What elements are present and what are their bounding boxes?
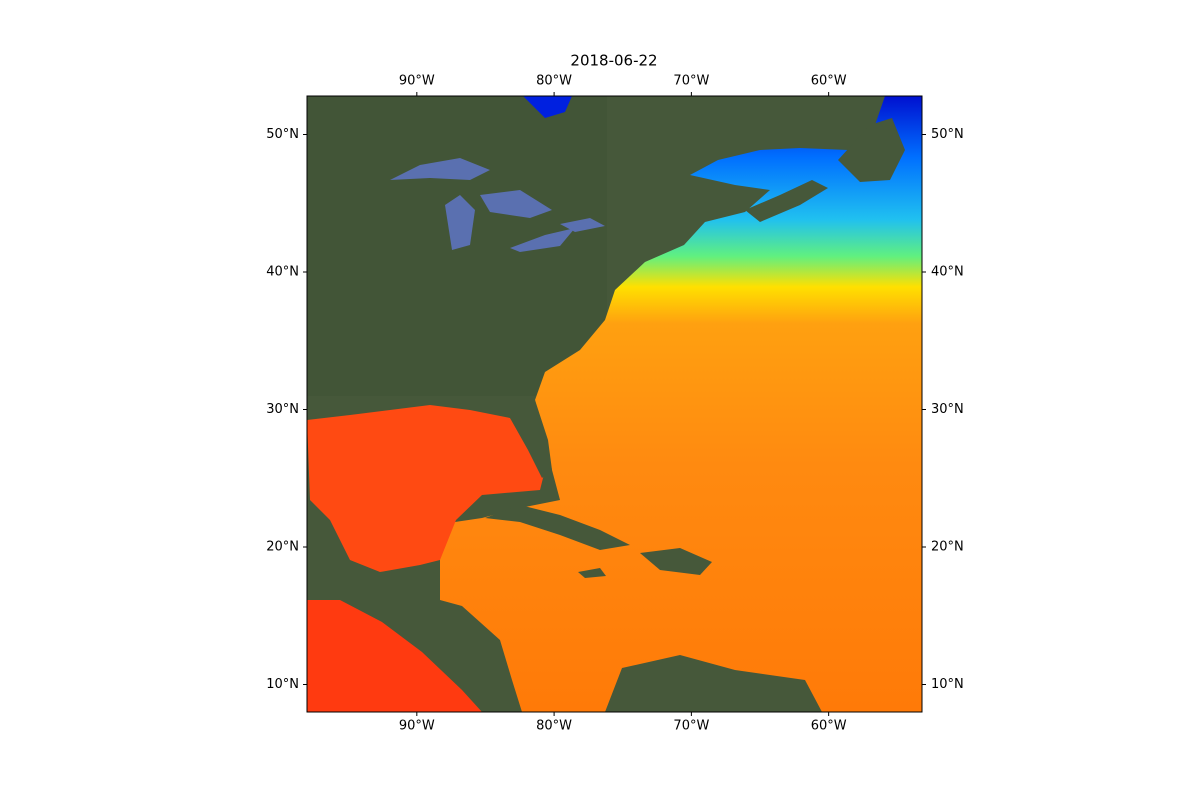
- lat-tick-label: 30°N: [931, 402, 964, 417]
- lat-tick-label: 20°N: [931, 540, 964, 555]
- lon-tick-label: 60°W: [811, 74, 847, 89]
- newfoundland: [838, 118, 905, 182]
- lat-tick-label: 10°N: [266, 677, 299, 692]
- jamaica: [578, 568, 606, 578]
- lat-tick-label: 40°N: [266, 265, 299, 280]
- great-lakes: [390, 158, 605, 252]
- nova-scotia: [745, 180, 828, 222]
- lat-tick-label: 50°N: [931, 127, 964, 142]
- lat-tick-label: 20°N: [266, 540, 299, 555]
- lon-tick-label: 80°W: [536, 719, 572, 734]
- lat-tick-label: 40°N: [931, 265, 964, 280]
- gulf-of-mexico: [307, 405, 545, 572]
- cuba: [485, 505, 630, 550]
- florida: [510, 400, 552, 478]
- map-frame: [306, 95, 923, 713]
- lat-tick-label: 10°N: [931, 677, 964, 692]
- lon-tick-label: 70°W: [673, 719, 709, 734]
- lat-tick-label: 30°N: [266, 402, 299, 417]
- lat-tick-label: 50°N: [266, 127, 299, 142]
- hispaniola: [640, 548, 712, 575]
- lon-tick-label: 70°W: [673, 74, 709, 89]
- lon-tick-label: 60°W: [811, 719, 847, 734]
- lon-tick-label: 90°W: [399, 74, 435, 89]
- lon-tick-label: 90°W: [399, 719, 435, 734]
- pacific-ocean: [307, 600, 482, 712]
- hudson-bay: [523, 96, 572, 118]
- atlantic-ocean: [440, 96, 922, 712]
- map-area: [307, 96, 922, 712]
- lon-tick-label: 80°W: [536, 74, 572, 89]
- map-title: 2018-06-22: [570, 52, 657, 70]
- south-america: [610, 658, 815, 712]
